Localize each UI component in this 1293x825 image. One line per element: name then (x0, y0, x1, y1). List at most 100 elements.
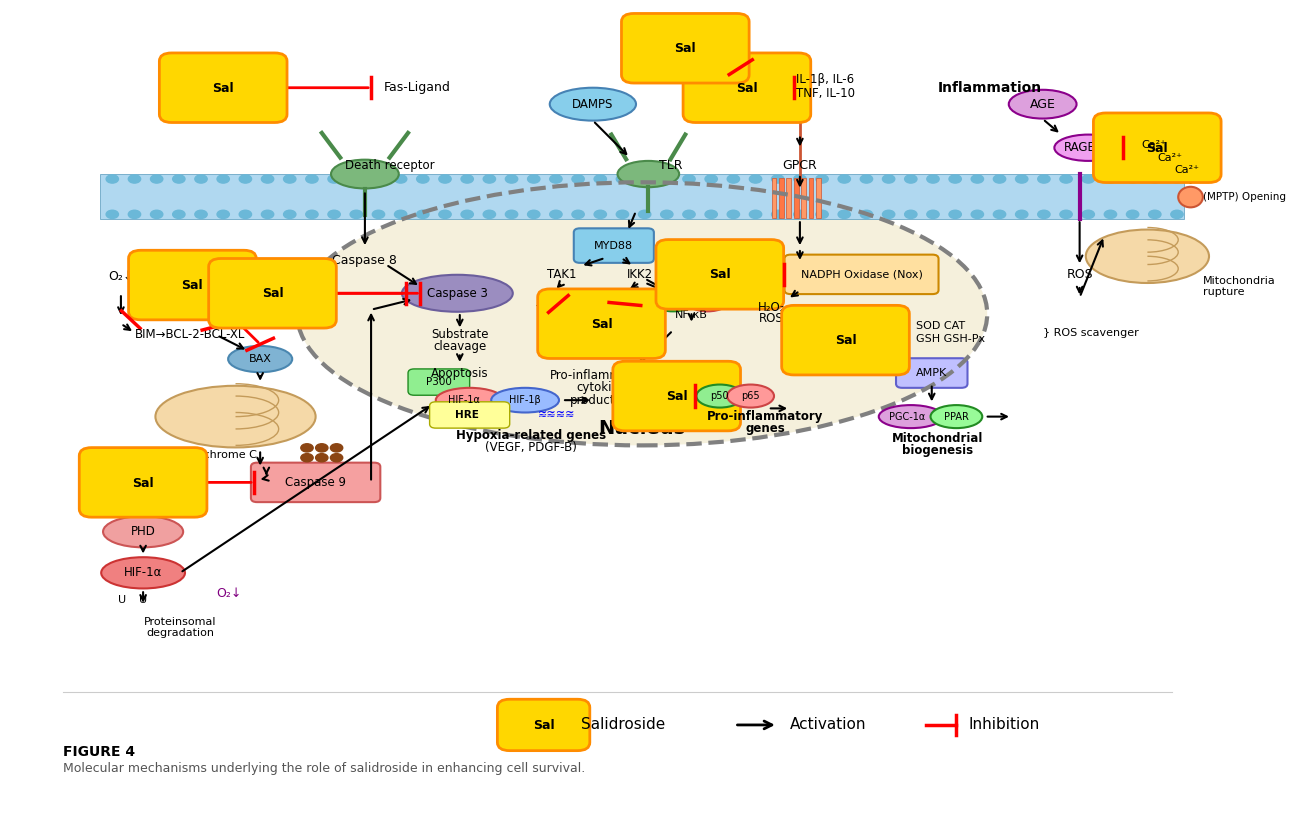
Circle shape (416, 210, 429, 219)
Text: O₂↓: O₂↓ (109, 271, 133, 283)
Circle shape (838, 210, 851, 219)
Circle shape (683, 210, 696, 219)
Text: GSH GSH-Px: GSH GSH-Px (915, 333, 985, 343)
Text: (MPTP) Opening: (MPTP) Opening (1202, 192, 1285, 202)
Text: Caspase 9: Caspase 9 (286, 476, 347, 489)
Text: Cytochrome C: Cytochrome C (177, 450, 256, 460)
Ellipse shape (727, 384, 775, 408)
Circle shape (372, 210, 384, 219)
Circle shape (772, 175, 784, 183)
Ellipse shape (684, 287, 731, 311)
FancyBboxPatch shape (683, 53, 811, 122)
Circle shape (438, 175, 451, 183)
Text: Substrate: Substrate (431, 328, 489, 341)
Circle shape (882, 210, 895, 219)
Circle shape (617, 175, 628, 183)
FancyBboxPatch shape (409, 369, 469, 395)
Circle shape (1038, 210, 1050, 219)
Circle shape (882, 175, 895, 183)
Circle shape (217, 210, 229, 219)
Text: p38: p38 (609, 293, 631, 305)
Text: cytokine: cytokine (577, 381, 627, 394)
Circle shape (661, 175, 672, 183)
Text: BIM→BCL-2-BCL-XL: BIM→BCL-2-BCL-XL (134, 328, 244, 341)
Circle shape (350, 175, 362, 183)
Bar (100, 174, 1184, 219)
Ellipse shape (879, 405, 943, 428)
FancyBboxPatch shape (79, 448, 207, 517)
Circle shape (1104, 210, 1117, 219)
Circle shape (328, 175, 340, 183)
Text: Mitochondrial: Mitochondrial (892, 432, 984, 446)
Text: (VEGF, PDGF-B): (VEGF, PDGF-B) (485, 441, 577, 454)
Text: TLR: TLR (658, 159, 683, 172)
Ellipse shape (491, 388, 559, 412)
FancyBboxPatch shape (785, 255, 939, 294)
Circle shape (301, 454, 313, 462)
Circle shape (550, 175, 562, 183)
Text: } ROS scavenger: } ROS scavenger (1042, 328, 1138, 337)
Text: Sal: Sal (835, 334, 856, 347)
Ellipse shape (618, 161, 679, 187)
Ellipse shape (1009, 90, 1077, 119)
Text: Sal: Sal (709, 268, 731, 281)
Circle shape (971, 175, 984, 183)
Circle shape (1148, 210, 1161, 219)
Circle shape (462, 210, 473, 219)
Text: HIF-1α: HIF-1α (124, 566, 163, 579)
Circle shape (572, 175, 584, 183)
Circle shape (727, 210, 740, 219)
Ellipse shape (228, 346, 292, 372)
Text: Sal: Sal (675, 42, 696, 55)
Text: U: U (118, 595, 127, 605)
Circle shape (860, 175, 873, 183)
Bar (772, 178, 777, 218)
Text: O₂↓: O₂↓ (217, 587, 242, 600)
Circle shape (239, 210, 252, 219)
Text: biogenesis: biogenesis (903, 444, 974, 457)
Circle shape (394, 210, 407, 219)
Circle shape (195, 210, 207, 219)
Text: Pro-inflammatory: Pro-inflammatory (707, 410, 824, 423)
Circle shape (128, 175, 141, 183)
FancyBboxPatch shape (1094, 113, 1221, 182)
FancyBboxPatch shape (622, 13, 749, 83)
FancyBboxPatch shape (498, 700, 590, 751)
Circle shape (128, 210, 141, 219)
Text: Sal: Sal (736, 82, 758, 95)
Text: Mitochondria: Mitochondria (1202, 276, 1276, 286)
Text: Sal: Sal (591, 318, 613, 331)
Text: Apoptosis: Apoptosis (431, 366, 489, 380)
Circle shape (372, 175, 384, 183)
Circle shape (860, 210, 873, 219)
Bar (816, 178, 821, 218)
Text: GPCR: GPCR (782, 159, 817, 172)
Circle shape (173, 210, 185, 219)
Circle shape (394, 175, 407, 183)
Circle shape (661, 210, 672, 219)
Text: U: U (140, 595, 147, 605)
Circle shape (301, 444, 313, 452)
Circle shape (350, 210, 362, 219)
Text: AMPK: AMPK (917, 368, 948, 378)
Text: ≋≋≋≋: ≋≋≋≋ (538, 410, 575, 420)
FancyBboxPatch shape (538, 289, 666, 359)
Ellipse shape (649, 287, 697, 311)
Circle shape (1104, 175, 1117, 183)
Bar (778, 178, 784, 218)
Text: Sal: Sal (181, 279, 203, 292)
FancyBboxPatch shape (613, 361, 741, 431)
Text: Salidroside: Salidroside (581, 718, 665, 733)
Circle shape (506, 210, 517, 219)
Text: Sal: Sal (1147, 142, 1168, 155)
Circle shape (572, 210, 584, 219)
Ellipse shape (101, 557, 185, 588)
Text: P300: P300 (425, 377, 451, 387)
Text: MYD88: MYD88 (595, 241, 634, 251)
Ellipse shape (697, 384, 743, 408)
FancyBboxPatch shape (574, 229, 654, 263)
Ellipse shape (103, 516, 184, 547)
Circle shape (639, 175, 650, 183)
Text: FIGURE 4: FIGURE 4 (63, 746, 136, 760)
Circle shape (305, 210, 318, 219)
